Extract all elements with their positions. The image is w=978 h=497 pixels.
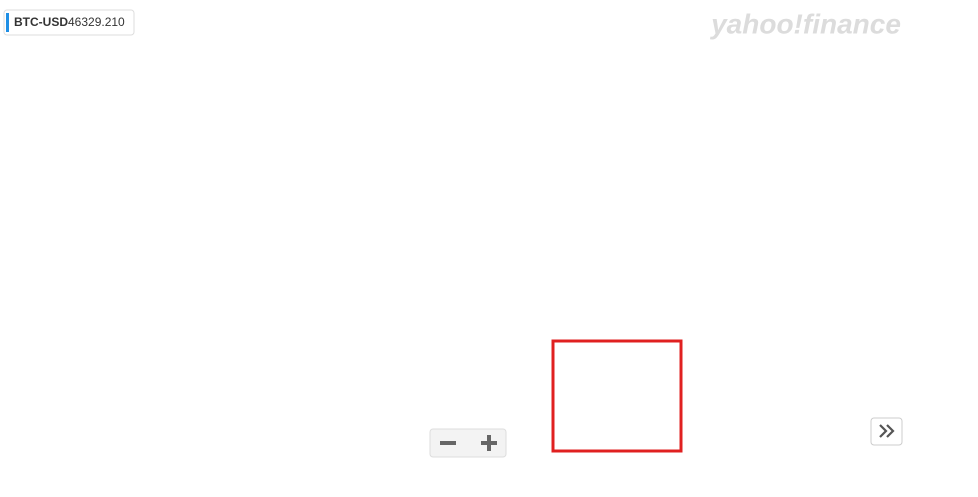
legend-box — [3, 9, 135, 36]
zoom-controls — [429, 428, 507, 458]
zoom-in[interactable] — [481, 435, 497, 451]
legend: BTC-USD 46329.210 — [3, 9, 135, 36]
highlight-box — [551, 339, 683, 453]
zoom-in-icon[interactable] — [487, 435, 491, 451]
legend-symbol: BTC-USD — [14, 15, 68, 29]
zoom-out-icon[interactable] — [440, 441, 456, 445]
scroll-icon[interactable] — [879, 424, 895, 438]
zoom-out[interactable] — [440, 441, 456, 445]
legend-quote: 46329.210 — [68, 15, 125, 29]
scroll-right[interactable] — [870, 417, 903, 446]
legend-swatch — [6, 13, 9, 32]
watermark: yahoo!finance — [709, 8, 901, 39]
